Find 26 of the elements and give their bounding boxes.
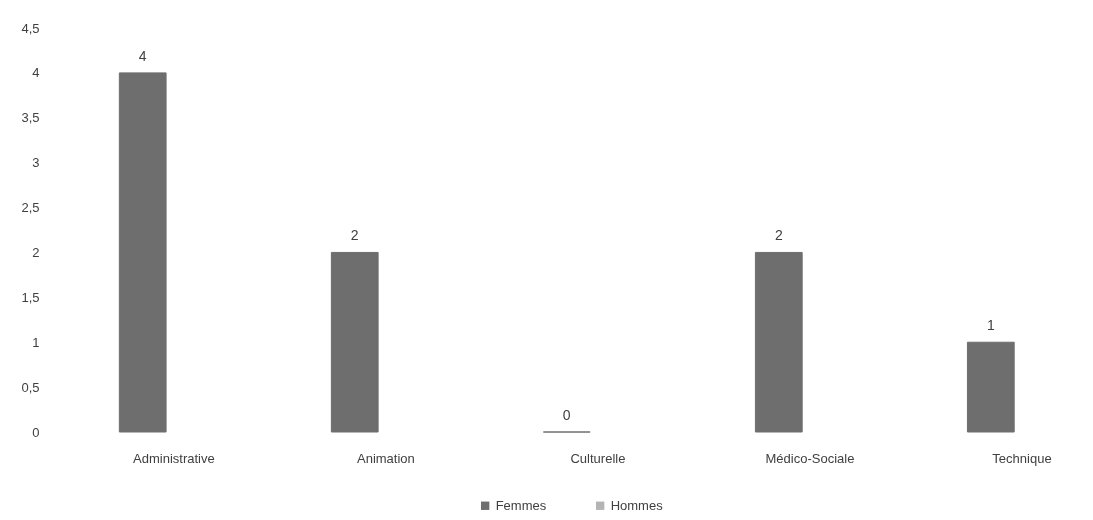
- y-tick-label: 1,5: [21, 289, 40, 305]
- y-tick-label: 3: [32, 155, 40, 171]
- y-tick-label: 1: [32, 334, 40, 350]
- x-tick-label: Animation: [356, 450, 415, 466]
- y-tick-label: 3,5: [21, 110, 40, 126]
- x-tick-label: Administrative: [133, 450, 215, 466]
- data-label: 4: [138, 47, 147, 64]
- legend-label: Hommes: [610, 497, 664, 513]
- bar: [118, 72, 167, 433]
- data-label: 1: [986, 317, 995, 334]
- y-tick-label: 2,5: [21, 200, 40, 216]
- bar: [330, 251, 379, 433]
- y-tick-label: 4,5: [21, 20, 40, 36]
- data-label: 0: [562, 407, 571, 423]
- bar: [966, 341, 1015, 433]
- y-tick-label: 4: [32, 65, 40, 81]
- bar: [754, 251, 803, 433]
- y-tick-label: 0: [32, 424, 40, 440]
- legend-label: Femmes: [495, 497, 547, 513]
- x-tick-label: Technique: [992, 450, 1052, 466]
- data-label: 2: [774, 227, 783, 244]
- x-tick-label: Médico-Sociale: [765, 450, 855, 466]
- data-label: 2: [350, 227, 359, 244]
- x-tick-label: Culturelle: [570, 450, 626, 466]
- y-tick-label: 2: [32, 244, 40, 260]
- y-tick-label: 0,5: [21, 379, 40, 395]
